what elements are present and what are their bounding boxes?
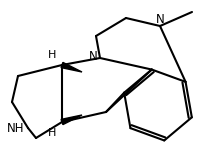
Text: N: N (89, 50, 98, 64)
Text: H: H (48, 128, 56, 138)
Text: N: N (156, 13, 164, 26)
Polygon shape (61, 115, 82, 125)
Text: NH: NH (6, 122, 24, 134)
Text: H: H (48, 50, 56, 60)
Polygon shape (61, 62, 82, 72)
